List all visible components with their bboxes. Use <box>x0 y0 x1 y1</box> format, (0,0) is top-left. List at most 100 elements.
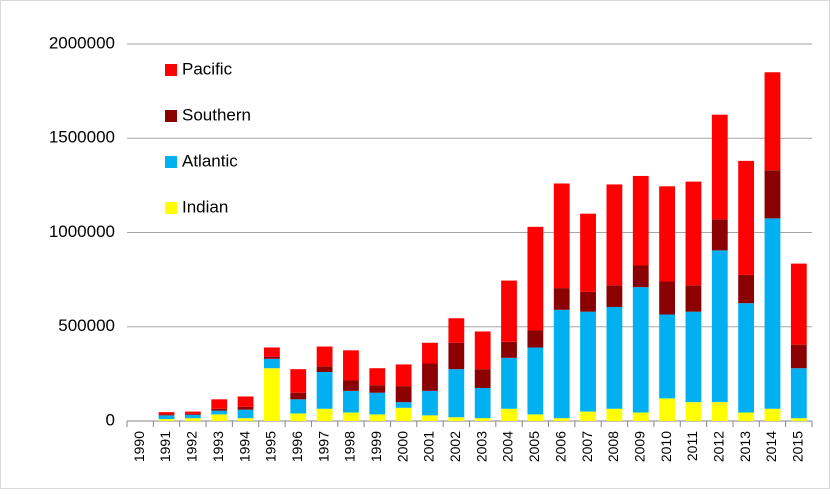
bar-segment <box>474 418 491 421</box>
bar-segment <box>448 417 465 421</box>
bar-segment <box>237 396 254 407</box>
bar-segment <box>264 356 280 359</box>
bar-segment <box>264 347 280 357</box>
x-tick-label: 2005 <box>526 431 542 462</box>
bar-segment <box>422 342 438 364</box>
bar-segment <box>580 213 596 292</box>
bar-segment <box>211 399 228 409</box>
bar-segment <box>211 414 228 421</box>
bar-segment <box>527 330 544 348</box>
bar-segment <box>685 181 702 286</box>
x-tick-label: 2011 <box>684 431 700 461</box>
bar-segment <box>685 311 702 403</box>
x-tick-label: 1990 <box>131 431 147 462</box>
bar-segment <box>290 413 307 421</box>
bar-segment <box>474 331 491 370</box>
bar-segment <box>448 342 465 370</box>
bar-segment <box>553 183 570 289</box>
bar-segment <box>237 409 254 419</box>
bar-segment <box>580 311 596 412</box>
bar-segment <box>632 175 649 266</box>
bar-segment <box>659 314 675 399</box>
x-tick-label: 2000 <box>394 431 410 462</box>
bar-segment <box>711 114 728 220</box>
bar-segment <box>264 358 280 369</box>
bar-segment <box>790 368 807 419</box>
bar-segment <box>343 412 359 421</box>
y-tick-label: 1000000 <box>49 222 115 241</box>
bar-segment <box>501 357 517 409</box>
bar-segment <box>790 263 807 345</box>
x-tick-label: 1999 <box>368 431 384 462</box>
x-tick-label: 1996 <box>289 431 305 462</box>
bar-segment <box>738 160 755 275</box>
x-tick-label: 2001 <box>421 431 437 462</box>
bar-segment <box>474 369 491 389</box>
bar-segment <box>184 413 201 415</box>
bar-segment <box>184 414 201 419</box>
bar-segment <box>316 366 333 372</box>
bar-segment <box>290 392 307 400</box>
bar-segment <box>527 347 544 415</box>
bar-segment <box>632 265 649 288</box>
bar-segment <box>290 399 307 414</box>
bar-segment <box>501 408 517 421</box>
bar-segment <box>395 402 412 408</box>
bar-segment <box>632 412 649 421</box>
y-tick-label: 2000000 <box>49 33 115 52</box>
x-tick-label: 2012 <box>710 431 726 462</box>
y-tick-label: 1500000 <box>49 128 115 147</box>
legend-label: Atlantic <box>182 151 238 170</box>
bar-segment <box>764 408 781 421</box>
bar-segment <box>316 371 333 409</box>
x-tick-label: 2008 <box>605 431 621 462</box>
bar-segment <box>369 385 386 393</box>
bar-segment <box>474 388 491 419</box>
bar-segment <box>448 369 465 418</box>
y-tick-label: 500000 <box>58 316 115 335</box>
x-tick-label: 2004 <box>500 431 516 462</box>
bar-segment <box>237 418 254 421</box>
x-tick-label: 2015 <box>790 431 806 462</box>
legend-label: Indian <box>182 197 228 216</box>
bar-segment <box>659 281 675 315</box>
x-tick-label: 1993 <box>210 431 226 462</box>
legend-label: Southern <box>182 105 251 124</box>
bar-segment <box>632 287 649 413</box>
bar-segment <box>685 285 702 312</box>
bar-segment <box>764 218 781 409</box>
bar-segment <box>580 411 596 421</box>
x-tick-label: 1998 <box>342 431 358 462</box>
legend-swatch <box>165 110 177 122</box>
bar-segment <box>553 418 570 421</box>
bar-segment <box>527 226 544 331</box>
legend-swatch <box>165 64 177 76</box>
x-tick-label: 1992 <box>184 431 200 462</box>
x-tick-label: 2009 <box>631 431 647 462</box>
bar-segment <box>395 407 412 421</box>
bar-segment <box>422 415 438 421</box>
bar-segment <box>738 274 755 304</box>
x-tick-label: 2003 <box>473 431 489 462</box>
bar-segment <box>553 288 570 310</box>
x-tick-label: 1991 <box>157 431 173 462</box>
legend-label: Pacific <box>182 59 233 78</box>
bar-segment <box>211 408 228 411</box>
bar-segment <box>369 392 386 415</box>
x-tick-label: 1997 <box>315 431 331 462</box>
bar-segment <box>343 390 359 413</box>
bar-segment <box>606 408 623 421</box>
bar-segment <box>606 285 623 307</box>
bar-segment <box>764 170 781 219</box>
bar-segment <box>343 380 359 391</box>
bar-segment <box>659 398 675 421</box>
legend-swatch <box>165 202 177 214</box>
legend-swatch <box>165 156 177 168</box>
bar-segment <box>395 364 412 387</box>
bar-segment <box>685 402 702 421</box>
bar-segment <box>369 368 386 386</box>
bar-segment <box>343 350 359 381</box>
bar-segment <box>606 184 623 286</box>
